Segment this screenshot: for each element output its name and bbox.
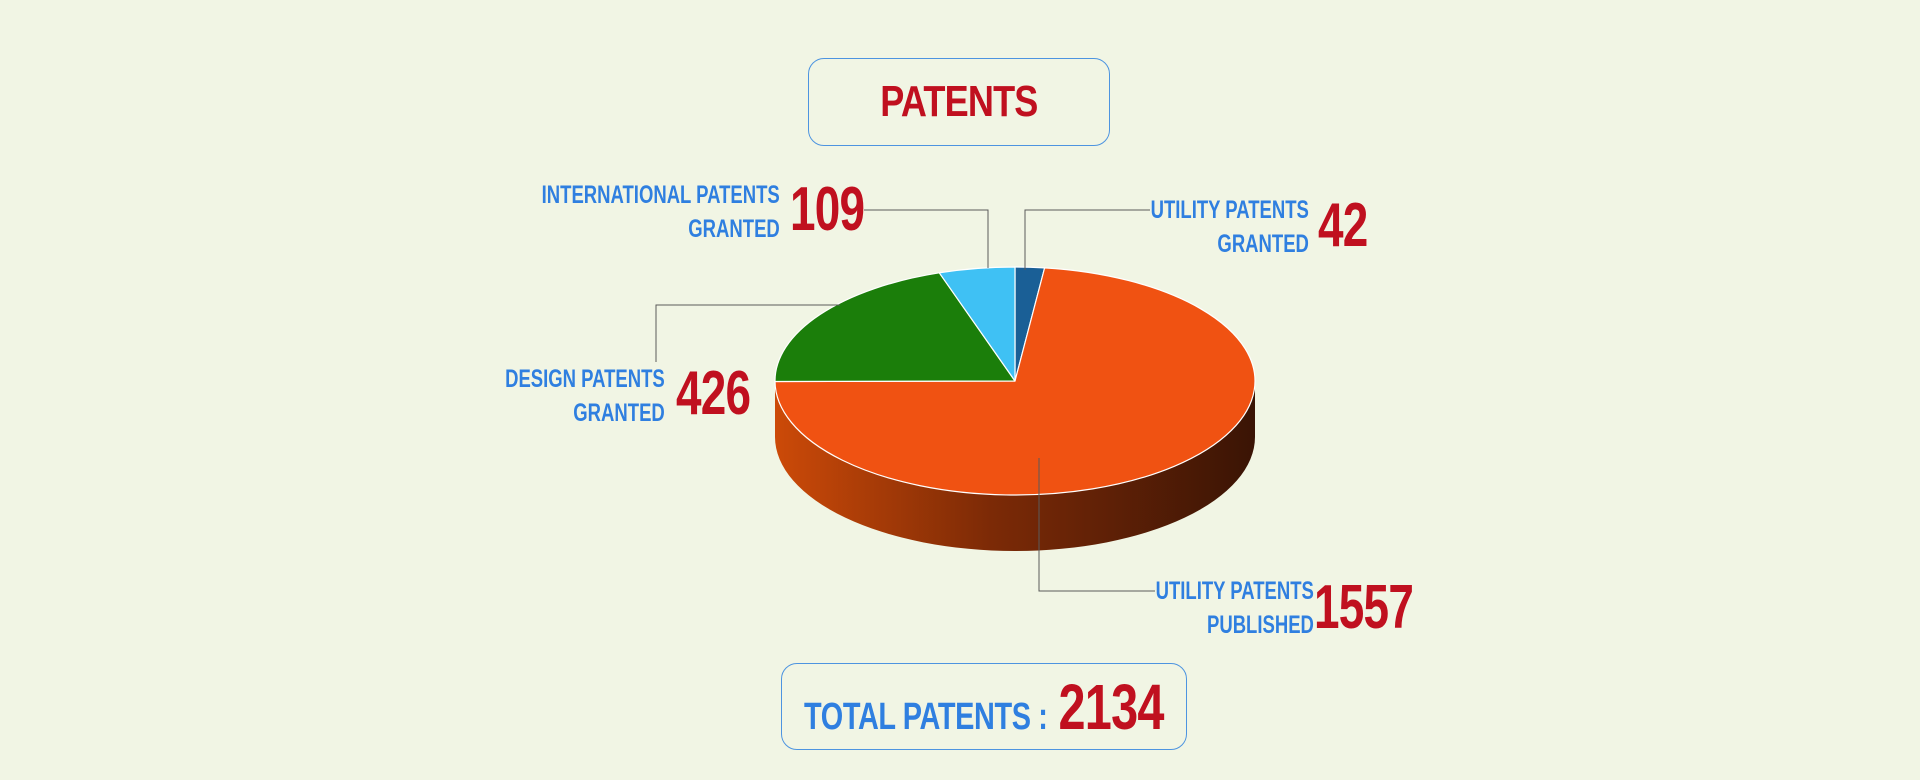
label-international-line2: GRANTED xyxy=(688,215,780,243)
total-box: TOTAL PATENTS : 2134 xyxy=(781,663,1187,750)
label-utility-granted-line2: GRANTED xyxy=(1217,230,1309,258)
value-international: 109 xyxy=(790,175,865,244)
label-design-line2: GRANTED xyxy=(573,399,665,427)
label-utility-published-line2: PUBLISHED xyxy=(1207,611,1314,639)
pie-slice-international-patents-granted xyxy=(938,266,1016,382)
total-label: TOTAL PATENTS : xyxy=(804,696,1048,738)
leader-utility-published xyxy=(1038,458,1155,592)
total-row: TOTAL PATENTS : 2134 xyxy=(804,670,1164,744)
total-value: 2134 xyxy=(1058,671,1165,743)
chart-title-box: PATENTS xyxy=(808,58,1110,146)
label-utility-granted-line1: UTILITY PATENTS xyxy=(1150,196,1309,224)
leader-utility-granted xyxy=(1024,209,1150,270)
pie-slice-design-patents-granted xyxy=(774,272,1016,383)
value-utility-published: 1557 xyxy=(1314,573,1414,642)
label-utility-published: UTILITY PATENTS PUBLISHED xyxy=(1156,574,1314,642)
chart-title: PATENTS xyxy=(880,77,1038,126)
value-design: 426 xyxy=(676,359,751,428)
value-utility-granted: 42 xyxy=(1318,191,1368,260)
label-utility-published-line1: UTILITY PATENTS xyxy=(1155,577,1314,605)
label-international: INTERNATIONAL PATENTS GRANTED xyxy=(542,178,780,246)
pie-side-wall xyxy=(775,381,1255,551)
leader-international xyxy=(864,209,989,268)
label-international-line1: INTERNATIONAL PATENTS xyxy=(541,181,780,209)
label-design: DESIGN PATENTS GRANTED xyxy=(505,362,665,430)
leader-design xyxy=(655,304,840,362)
label-design-line1: DESIGN PATENTS xyxy=(505,365,665,393)
label-utility-granted: UTILITY PATENTS GRANTED xyxy=(1151,193,1309,261)
